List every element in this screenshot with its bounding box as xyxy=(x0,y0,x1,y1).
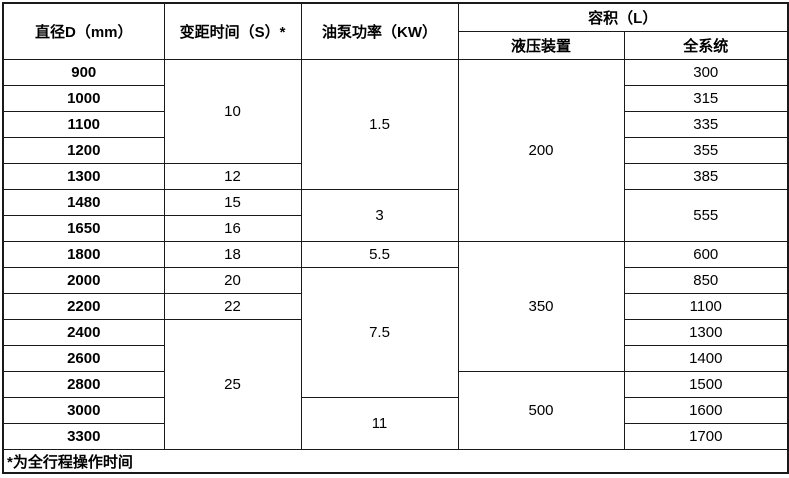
diameter-cell: 2000 xyxy=(2,267,165,294)
pitch-time-cell: 18 xyxy=(163,241,302,268)
diameter-cell: 1650 xyxy=(2,215,165,242)
table-row: 1000 315 xyxy=(2,85,789,112)
table-row: 1800 18 5.5 350 600 xyxy=(2,241,789,372)
pitch-time-cell: 12 xyxy=(163,163,302,190)
system-volume-cell: 555 xyxy=(623,189,789,242)
header-row-2: 液压装置 全系统 xyxy=(3,31,789,60)
table-row: 1650 16 xyxy=(2,215,788,242)
header-volume-group: 容积（L） xyxy=(457,2,789,32)
system-volume-cell: 1400 xyxy=(623,345,789,372)
header-volume-full-system: 全系统 xyxy=(623,31,789,60)
pitch-time-cell: 25 xyxy=(163,319,302,450)
diameter-cell: 1200 xyxy=(2,137,165,164)
pitch-time-cell: 10 xyxy=(163,59,302,164)
system-volume-cell: 1100 xyxy=(623,293,789,320)
table-row: 3000 11 1600 xyxy=(2,397,789,450)
header-diameter: 直径D（mm） xyxy=(2,2,165,60)
pitch-time-cell: 22 xyxy=(163,293,302,320)
table-row: 2800 500 1500 xyxy=(2,371,789,450)
system-volume-cell: 300 xyxy=(623,59,789,86)
diameter-cell: 900 xyxy=(2,59,165,86)
system-volume-cell: 1700 xyxy=(623,423,789,450)
diameter-cell: 1480 xyxy=(2,189,165,216)
table-row: 3300 1700 xyxy=(2,423,789,450)
table-row: 2200 22 1100 xyxy=(2,293,789,320)
system-volume-cell: 850 xyxy=(623,267,789,294)
table-body: 900 10 1.5 200 300 1000 315 1100 335 120… xyxy=(2,59,789,474)
pitch-time-cell: 20 xyxy=(163,267,302,294)
diameter-cell: 1000 xyxy=(2,85,165,112)
diameter-cell: 3000 xyxy=(2,397,165,424)
table-header: 直径D（mm） 变距时间（S）* 油泵功率（KW） 容积（L） 液压装置 全系统 xyxy=(2,2,789,60)
pump-power-cell: 11 xyxy=(300,397,459,450)
system-volume-cell: 1600 xyxy=(623,397,789,424)
pitch-time-cell: 15 xyxy=(163,189,302,216)
header-pump-power: 油泵功率（KW） xyxy=(300,2,459,60)
diameter-cell: 1300 xyxy=(2,163,165,190)
table-row: 1300 12 385 xyxy=(2,163,789,190)
system-volume-cell: 315 xyxy=(623,85,789,112)
table-row: 2600 1400 xyxy=(2,345,789,372)
header-row-1: 直径D（mm） 变距时间（S）* 油泵功率（KW） 容积（L） xyxy=(2,2,789,60)
table-row: 2000 20 7.5 850 xyxy=(2,267,789,398)
pump-power-cell: 3 xyxy=(300,189,459,242)
pump-power-cell: 1.5 xyxy=(300,59,459,190)
header-pitch-time: 变距时间（S）* xyxy=(163,2,302,60)
hydraulic-volume-cell: 350 xyxy=(457,241,625,372)
hydraulic-volume-cell: 200 xyxy=(457,59,625,242)
pitch-time-cell: 16 xyxy=(163,215,302,242)
diameter-cell: 2200 xyxy=(2,293,165,320)
diameter-cell: 1100 xyxy=(2,111,165,138)
pump-power-cell: 5.5 xyxy=(300,241,459,268)
diameter-cell: 2400 xyxy=(2,319,165,346)
diameter-cell: 1800 xyxy=(2,241,165,268)
table-row: 1480 15 3 555 xyxy=(2,189,789,242)
pump-power-cell: 7.5 xyxy=(300,267,459,398)
system-volume-cell: 385 xyxy=(623,163,789,190)
table-row: 1200 355 xyxy=(2,137,789,164)
system-volume-cell: 355 xyxy=(623,137,789,164)
footnote-row: *为全行程操作时间 xyxy=(2,449,789,474)
header-volume-hydraulic: 液压装置 xyxy=(457,31,625,60)
table-footnote: *为全行程操作时间 xyxy=(2,449,789,474)
system-volume-cell: 600 xyxy=(623,241,789,268)
system-volume-cell: 335 xyxy=(623,111,789,138)
diameter-cell: 2600 xyxy=(2,345,165,372)
system-volume-cell: 1500 xyxy=(623,371,789,398)
diameter-cell: 2800 xyxy=(2,371,165,398)
system-volume-cell: 1300 xyxy=(623,319,789,346)
diameter-cell: 3300 xyxy=(2,423,165,450)
table-row: 900 10 1.5 200 300 xyxy=(2,59,789,242)
table-row: 2400 25 1300 xyxy=(2,319,789,450)
table-row: 1100 335 xyxy=(2,111,789,138)
hydraulic-volume-cell: 500 xyxy=(457,371,625,450)
